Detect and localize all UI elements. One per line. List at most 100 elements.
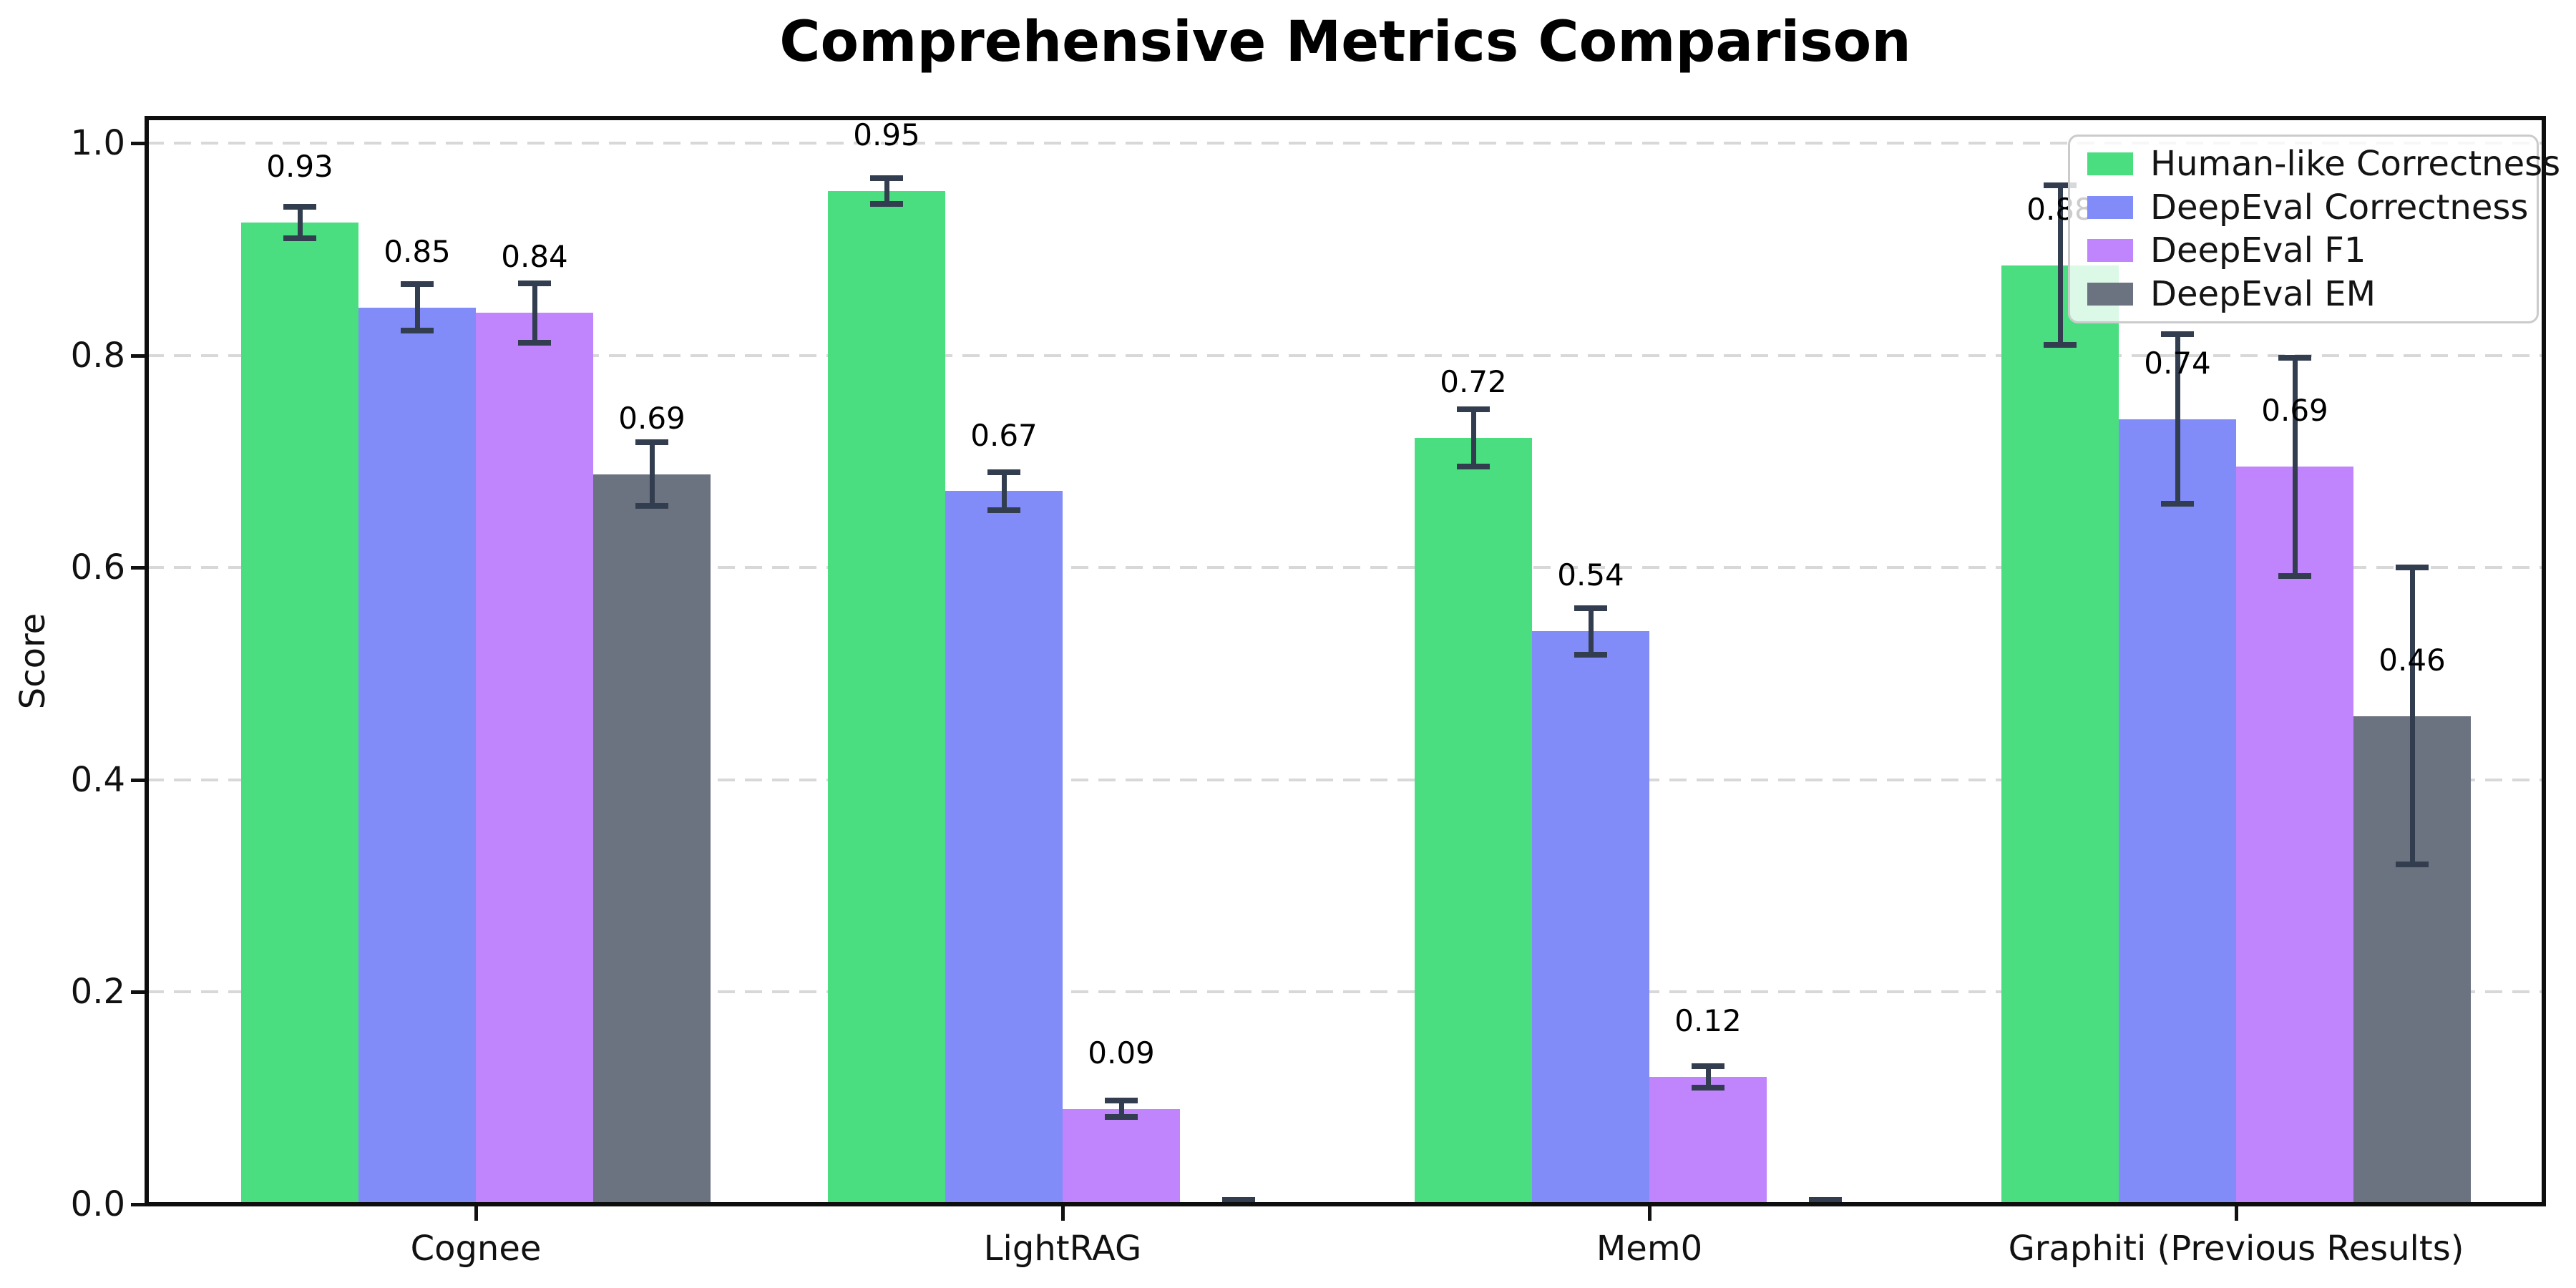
error-bar-cap-bottom: [283, 235, 316, 242]
legend-swatch: [2087, 195, 2133, 219]
value-label: 0.84: [501, 239, 568, 275]
error-bar-cap-top: [2044, 182, 2077, 189]
bar: [945, 491, 1063, 1204]
error-bar-line: [532, 283, 537, 343]
error-bar-cap-top: [870, 175, 903, 181]
bar: [1063, 1108, 1180, 1204]
y-tick-label: 0.0: [70, 1184, 125, 1224]
grid-line: [147, 142, 2544, 145]
bar: [2119, 419, 2236, 1204]
legend-item: Human-like Correctness: [2087, 144, 2560, 184]
x-tick: [1648, 1206, 1652, 1221]
x-tick-label: Mem0: [1596, 1229, 1703, 1269]
y-tick: [131, 990, 145, 995]
error-bar-cap-bottom: [401, 328, 434, 334]
error-bar-cap-bottom: [2396, 862, 2429, 868]
y-tick-label: 0.2: [70, 972, 125, 1013]
error-bar-line: [2057, 185, 2063, 345]
error-bar-line: [2175, 333, 2180, 504]
error-bar-cap-top: [987, 469, 1020, 475]
error-bar-cap-top: [1809, 1197, 1842, 1204]
grid-line: [147, 778, 2544, 781]
error-bar-cap-top: [2161, 331, 2194, 337]
error-bar-line: [1705, 1066, 1711, 1088]
error-bar-layer: [147, 118, 2544, 1204]
error-bar-line: [1588, 608, 1594, 655]
error-bar-cap-bottom: [1692, 1084, 1724, 1091]
legend-swatch: [2087, 239, 2133, 263]
error-bar-cap-top: [1222, 1197, 1255, 1204]
x-tick-label: Cognee: [410, 1229, 542, 1269]
bar-layer: [147, 118, 2544, 1204]
error-bar-cap-bottom: [518, 339, 551, 346]
bar: [2236, 467, 2353, 1204]
error-bar-cap-top: [2278, 354, 2311, 361]
legend-label: DeepEval Correctness: [2150, 187, 2529, 228]
x-tick-label: Graphiti (Previous Results): [2008, 1229, 2464, 1269]
value-label: 0.69: [2261, 393, 2328, 429]
grid-layer: [147, 118, 2544, 1204]
error-bar-cap-bottom: [987, 507, 1020, 514]
error-bar-cap-top: [635, 439, 668, 446]
y-tick: [131, 1203, 145, 1206]
y-tick: [131, 566, 145, 570]
error-bar-line: [1470, 409, 1476, 467]
y-tick: [131, 142, 145, 145]
value-label: 0.67: [970, 417, 1038, 453]
legend-item: DeepEval F1: [2087, 230, 2519, 270]
error-bar-cap-bottom: [2278, 573, 2311, 580]
bar: [358, 307, 476, 1204]
y-tick-label: 1.0: [70, 123, 125, 163]
value-label: 0.85: [384, 233, 451, 269]
error-bar-cap-top: [401, 281, 434, 288]
y-tick: [131, 353, 145, 358]
legend-item: DeepEval EM: [2087, 274, 2519, 314]
error-bar-cap-bottom: [635, 503, 668, 509]
error-bar-cap-bottom: [1574, 651, 1607, 658]
value-label: 0.72: [1440, 364, 1507, 400]
x-tick: [474, 1206, 478, 1221]
error-bar-cap-bottom: [1457, 464, 1490, 470]
error-bar-line: [1001, 472, 1007, 511]
bar: [828, 190, 945, 1204]
error-bar-cap-top: [2396, 565, 2429, 571]
y-tick-label: 0.8: [70, 335, 125, 376]
y-tick-label: 0.4: [70, 759, 125, 800]
error-bar-cap-top: [1574, 605, 1607, 611]
error-bar-cap-bottom: [870, 200, 903, 207]
value-label: 0.69: [618, 400, 686, 436]
value-label: 0.09: [1088, 1035, 1155, 1070]
error-bar-line: [2409, 567, 2415, 865]
bar: [1649, 1077, 1767, 1204]
value-label: 0.46: [2379, 642, 2446, 678]
bar: [241, 223, 358, 1204]
x-tick: [1061, 1206, 1065, 1221]
x-tick: [2235, 1206, 2238, 1221]
y-tick-label: 0.6: [70, 547, 125, 588]
grid-line: [147, 353, 2544, 357]
error-bar-cap-top: [1692, 1063, 1724, 1070]
bar: [593, 474, 711, 1204]
legend-swatch: [2087, 282, 2133, 306]
error-bar-cap-top: [1105, 1097, 1138, 1103]
error-bar-line: [297, 206, 303, 239]
value-label: 0.12: [1674, 1003, 1742, 1039]
value-label: 0.74: [2144, 345, 2211, 381]
error-bar-line: [1118, 1100, 1124, 1118]
legend: Human-like Correctness DeepEval Correctne…: [2068, 135, 2560, 323]
error-bar-cap-top: [283, 203, 316, 210]
y-tick: [131, 778, 145, 782]
error-bar-cap-bottom: [2044, 341, 2077, 348]
error-bar-cap-bottom: [1105, 1114, 1138, 1121]
grid-line: [147, 566, 2544, 570]
error-bar-cap-top: [518, 280, 551, 286]
plot-area: [147, 118, 2544, 1204]
bar: [1532, 631, 1649, 1204]
error-bar-line: [649, 442, 655, 507]
legend-swatch: [2087, 152, 2133, 176]
value-label: 0.95: [853, 117, 920, 152]
error-bar-line: [414, 284, 420, 331]
